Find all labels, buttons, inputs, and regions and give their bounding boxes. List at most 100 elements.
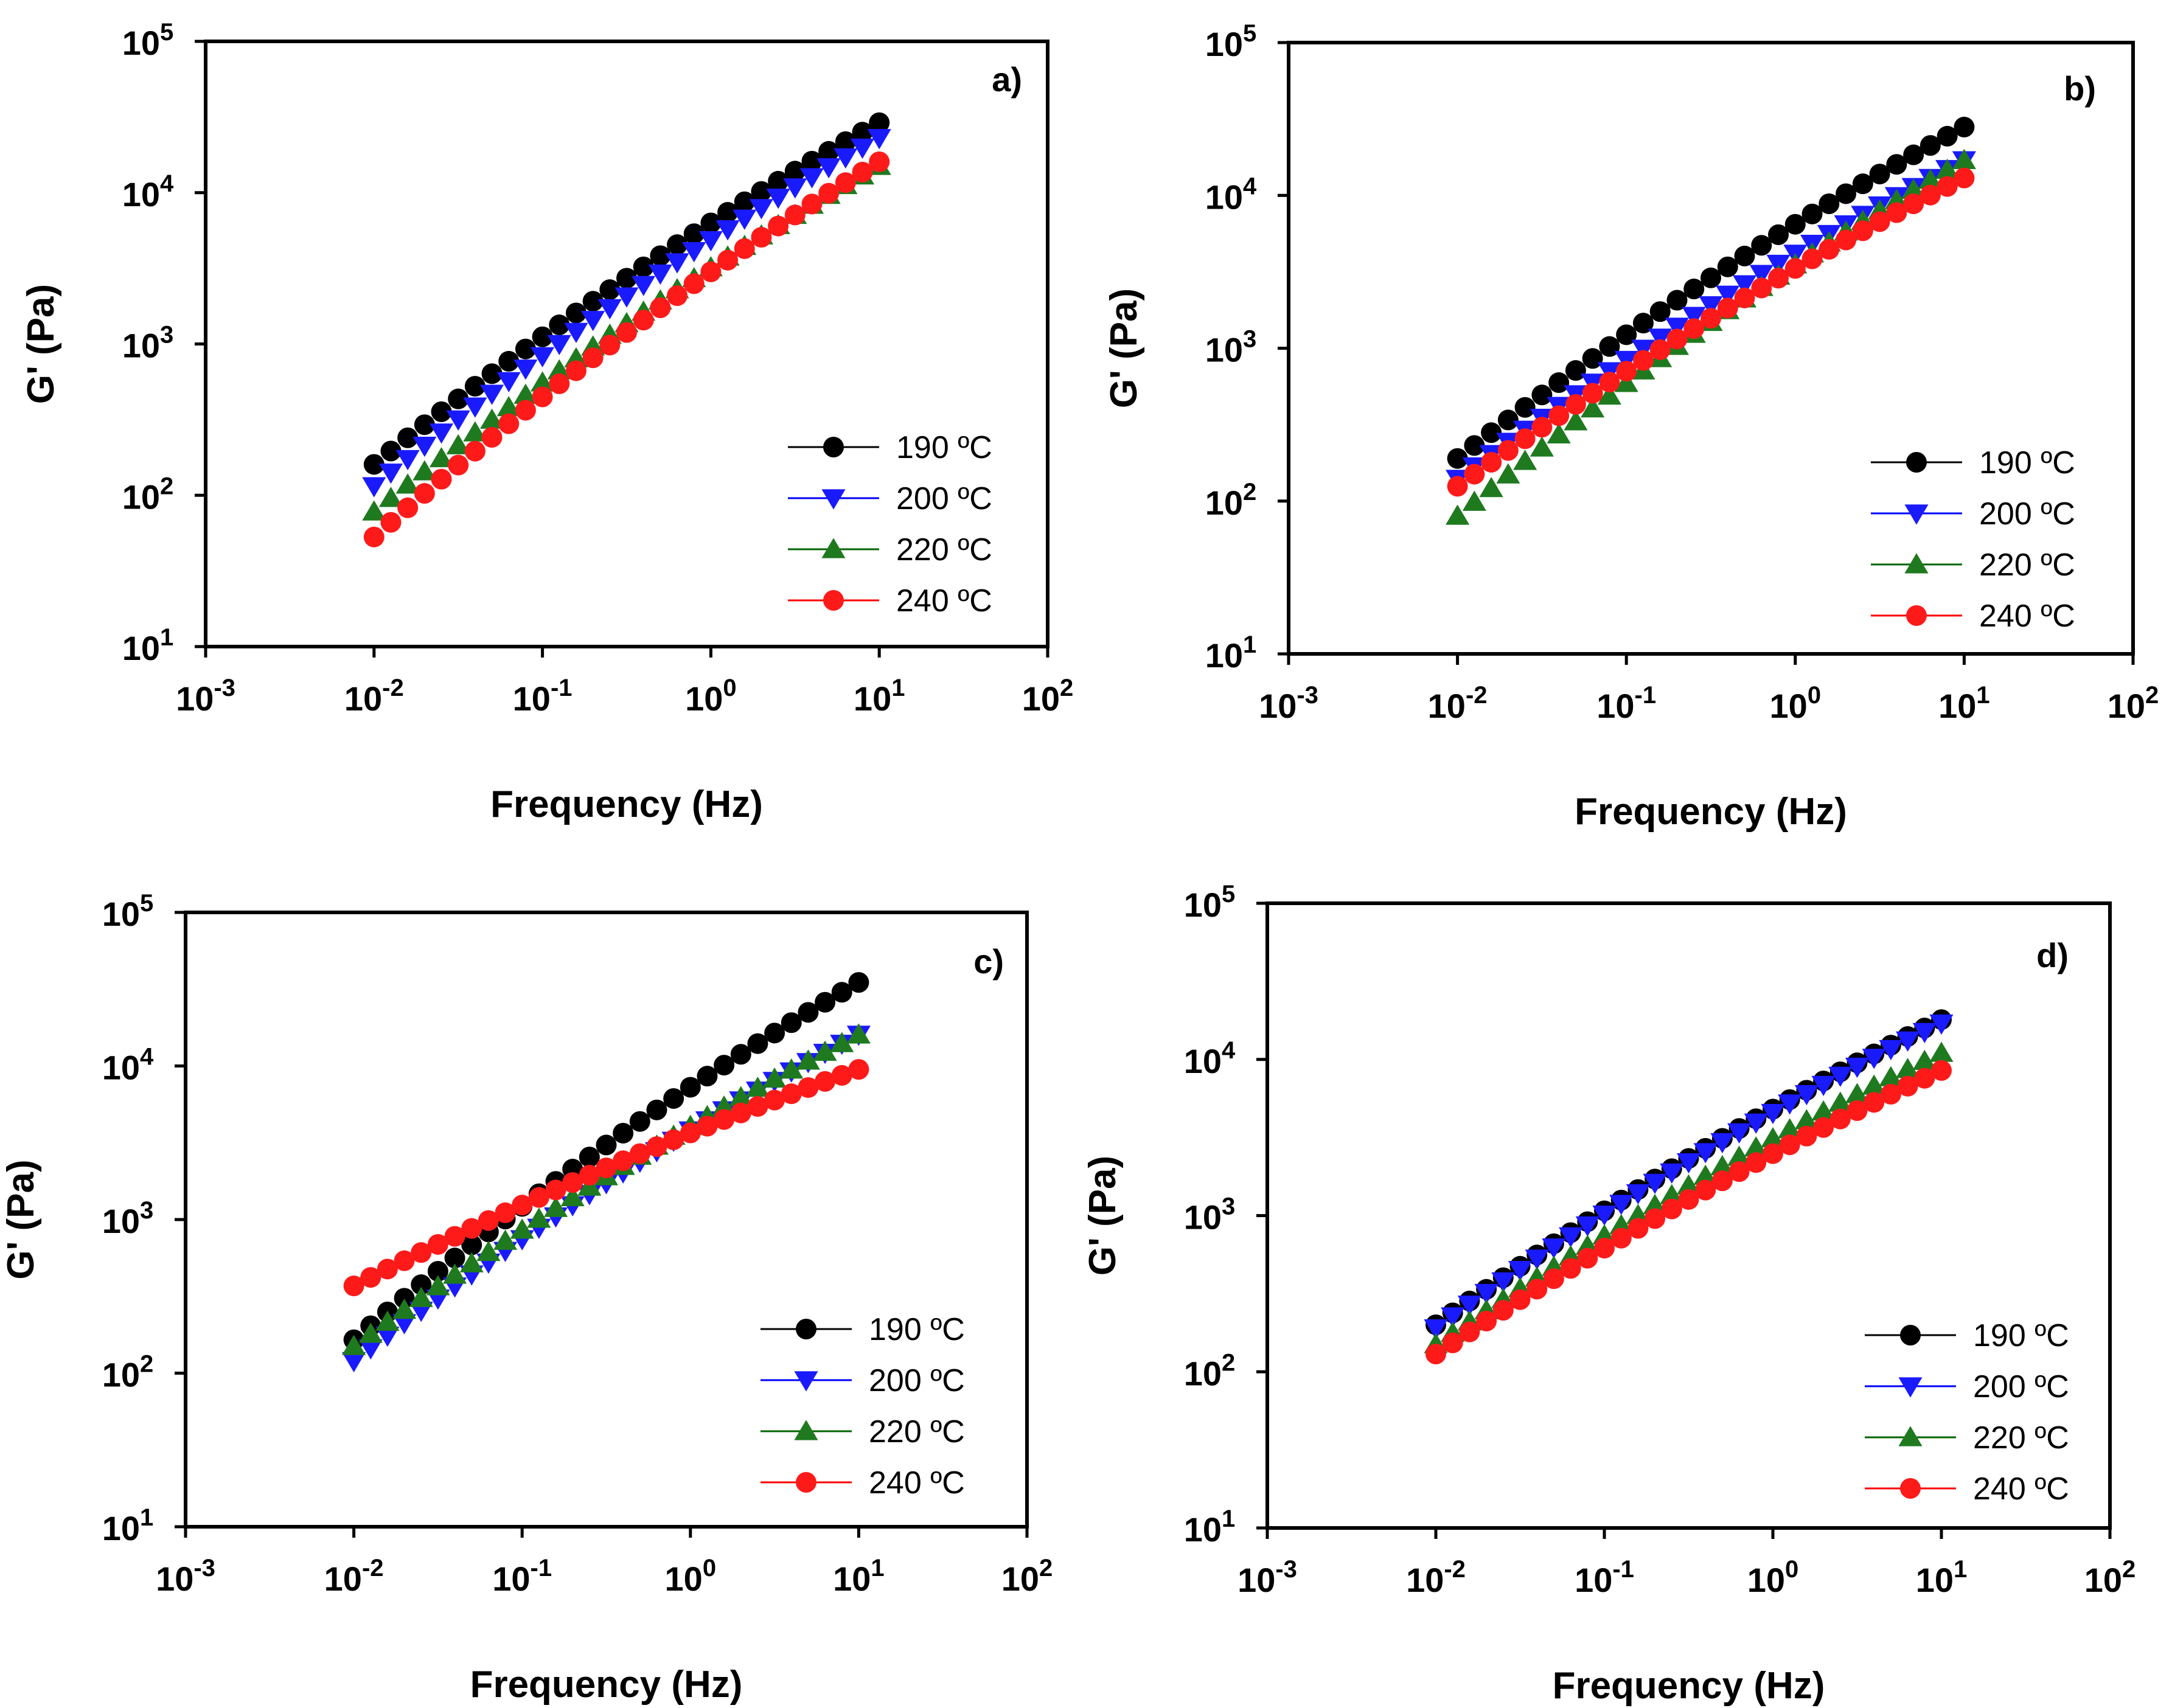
x-tick-label: 10-1 (513, 675, 573, 718)
data-point (1599, 372, 1620, 393)
data-point (362, 500, 386, 521)
data-point (1954, 116, 1975, 137)
data-point (835, 172, 856, 193)
legend-label: 200 ºC (1979, 496, 2075, 532)
data-point (1582, 383, 1603, 404)
chart-panel-b: 10-3 10-2 10-1 100 101 102 101 102 103 104 105 Freq… (1103, 20, 2159, 833)
data-point (1732, 275, 1757, 296)
data-point (1609, 1213, 1634, 1235)
data-point (375, 1310, 400, 1331)
data-point (461, 1218, 482, 1239)
data-point (1479, 476, 1503, 498)
data-point (801, 193, 823, 215)
data-point (1626, 1204, 1650, 1224)
data-point (613, 1150, 634, 1172)
data-point (498, 350, 520, 372)
data-point (1778, 1118, 1802, 1139)
data-point (1542, 1238, 1566, 1259)
data-point (1836, 229, 1857, 251)
data-point (1903, 193, 1924, 215)
legend-marker (794, 1371, 818, 1392)
data-point (1778, 1094, 1802, 1115)
data-point (1914, 1068, 1935, 1089)
data-point (613, 1122, 634, 1144)
y-tick-label: 101 (102, 1504, 154, 1547)
data-point (1457, 1295, 1481, 1316)
data-point (1649, 339, 1671, 360)
data-point (1847, 1100, 1868, 1121)
data-point (1425, 1343, 1446, 1364)
data-point (667, 285, 688, 307)
data-point (747, 1096, 768, 1117)
data-point (358, 1339, 383, 1360)
data-point (411, 1242, 432, 1263)
data-point (1661, 1198, 1682, 1220)
data-point (799, 168, 824, 189)
data-point (1476, 1310, 1497, 1331)
data-point (547, 359, 571, 380)
data-point (1474, 1283, 1498, 1305)
data-point (565, 360, 587, 381)
y-tick-label: 105 (102, 890, 154, 933)
x-axis-title: Frequency (Hz) (470, 1664, 743, 1706)
data-point (818, 182, 840, 204)
data-point (565, 302, 587, 324)
data-point (1509, 1289, 1531, 1310)
y-tick-label: 105 (1184, 881, 1236, 924)
legend-marker (1900, 1478, 1921, 1499)
data-point (1784, 214, 1806, 235)
data-point (766, 189, 790, 209)
y-tick-label: 104 (1205, 173, 1257, 216)
data-point (1749, 265, 1773, 285)
data-point (597, 299, 622, 319)
data-point (1547, 423, 1571, 443)
data-point (762, 1067, 787, 1088)
data-point (768, 215, 789, 237)
y-axis-title: G' (Pa) (1103, 288, 1145, 408)
y-tick-label: 104 (102, 1044, 154, 1087)
data-point (463, 397, 487, 418)
data-point (596, 1134, 617, 1156)
data-point (1768, 268, 1789, 289)
data-point (579, 1147, 600, 1168)
data-point (717, 249, 739, 271)
data-point (1616, 361, 1637, 382)
data-point (1666, 290, 1688, 311)
data-point (395, 450, 420, 471)
data-point (1645, 1208, 1666, 1229)
data-point (1497, 409, 1519, 431)
x-tick-label: 10-3 (1237, 1556, 1297, 1599)
data-point (429, 423, 454, 444)
data-point (342, 1352, 366, 1373)
data-point (734, 238, 755, 259)
legend-marker (1906, 452, 1927, 473)
data-point (1886, 154, 1907, 175)
data-point (1886, 202, 1907, 223)
data-point (1491, 1272, 1516, 1293)
data-point (1678, 1189, 1699, 1210)
data-point (1609, 1195, 1634, 1215)
data-point (496, 372, 521, 392)
legend-marker (821, 489, 846, 510)
data-point (698, 231, 723, 252)
data-point (1813, 1117, 1834, 1138)
data-point (577, 1175, 602, 1196)
data-point (749, 199, 773, 220)
data-point (1481, 422, 1502, 443)
series-240 (363, 151, 890, 547)
data-point (816, 158, 841, 179)
data-point (1496, 463, 1520, 484)
series-190 (363, 112, 890, 475)
data-point (830, 1032, 854, 1052)
data-point (1559, 1227, 1583, 1248)
data-point (1693, 1164, 1718, 1185)
data-point (648, 264, 672, 285)
legend-label: 240 ºC (1973, 1471, 2069, 1507)
data-point (375, 1327, 400, 1347)
data-point (831, 1064, 852, 1086)
legend: 190 ºC 200 ºC 220 ºC 240 ºC (788, 430, 992, 619)
x-tick-label: 10-2 (324, 1555, 384, 1598)
data-point (378, 463, 403, 484)
data-point (1610, 1227, 1632, 1249)
data-point (464, 375, 486, 397)
